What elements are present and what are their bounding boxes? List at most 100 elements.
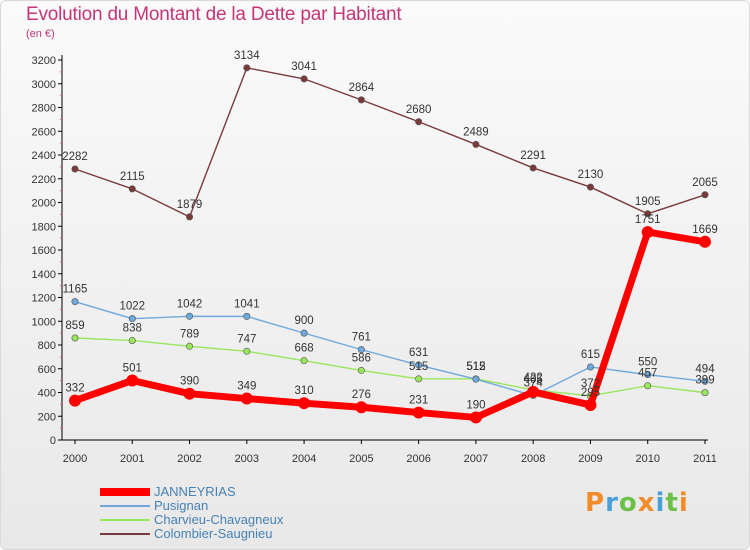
data-point: [128, 315, 136, 323]
y-tick-label: 400: [38, 388, 56, 400]
data-point: [69, 394, 81, 407]
data-point: [300, 75, 308, 83]
data-point: [644, 210, 652, 218]
legend-swatch: [100, 488, 150, 496]
data-label: 501: [123, 363, 142, 375]
x-tick-label: 2010: [635, 453, 659, 465]
data-point: [243, 312, 251, 320]
data-point: [415, 375, 423, 383]
data-point: [701, 389, 709, 397]
data-label: 761: [352, 332, 371, 344]
data-point: [186, 213, 194, 221]
data-point: [527, 385, 540, 398]
data-label: 295: [581, 387, 600, 399]
data-label: 2115: [120, 171, 145, 183]
data-point: [415, 361, 423, 369]
data-label: 747: [237, 333, 256, 345]
data-label: 3134: [234, 50, 260, 62]
data-label: 1751: [635, 214, 661, 226]
data-label: 3041: [291, 61, 317, 73]
data-point: [701, 191, 709, 199]
data-label: 332: [65, 383, 84, 395]
data-point: [469, 411, 482, 424]
data-point: [357, 346, 365, 354]
data-point: [644, 382, 652, 390]
data-label: 1022: [119, 301, 145, 313]
data-point: [243, 64, 251, 72]
y-tick-label: 1200: [32, 293, 56, 305]
x-tick-label: 2003: [235, 453, 259, 465]
y-tick-label: 200: [38, 411, 56, 423]
y-tick-label: 1400: [32, 269, 56, 281]
data-label: 838: [123, 322, 142, 334]
x-tick-label: 2009: [578, 453, 602, 465]
data-point: [644, 371, 652, 379]
data-point: [701, 377, 709, 385]
data-label: 231: [409, 395, 428, 407]
proxiti-logo: Proxiti: [585, 488, 689, 518]
data-point: [415, 118, 423, 126]
y-tick-label: 2000: [32, 198, 56, 210]
data-point: [186, 342, 194, 350]
data-point: [355, 401, 368, 414]
x-tick-label: 2008: [521, 453, 545, 465]
chart-title: Evolution du Montant de la Dette par Hab…: [26, 4, 402, 25]
data-label: 2065: [692, 177, 718, 189]
data-label: 1905: [635, 196, 661, 208]
data-point: [186, 312, 194, 320]
series-layer: [69, 64, 711, 424]
data-point: [240, 392, 253, 405]
x-tick-label: 2001: [120, 453, 144, 465]
data-point: [128, 185, 136, 193]
y-tick-label: 1000: [32, 316, 56, 328]
data-point: [472, 375, 480, 383]
data-point: [412, 406, 425, 419]
data-point: [128, 336, 136, 344]
data-label: 615: [581, 349, 600, 361]
data-label: 2680: [406, 104, 432, 116]
logo-letter: r: [605, 488, 619, 518]
data-label: 372: [581, 378, 600, 390]
data-point: [357, 96, 365, 104]
legend-label: JANNEYRIAS: [154, 484, 236, 499]
x-tick-label: 2004: [292, 453, 316, 465]
data-label: 422: [524, 372, 543, 384]
data-label: 190: [466, 399, 485, 411]
data-labels-layer: 2282 2115 1879 3134 3041 2864 2680 2489 2291 2130…: [62, 50, 718, 412]
data-point: [300, 357, 308, 365]
legend-swatch: [100, 505, 150, 507]
logo-letter: x: [637, 488, 656, 518]
series-line-charvieu-chavagneux: [74, 337, 706, 397]
y-tick-label: 2200: [32, 174, 56, 186]
y-tick-label: 800: [38, 340, 56, 352]
data-label: 2489: [463, 126, 489, 138]
y-tick-label: 0: [50, 435, 56, 447]
data-point: [586, 183, 594, 191]
x-tick-label: 2000: [63, 453, 87, 465]
logo-letter: i: [655, 488, 666, 518]
x-tick-label: 2011: [693, 453, 717, 465]
y-tick-label: 1600: [32, 245, 56, 257]
data-point: [586, 363, 594, 371]
data-label: 1669: [692, 224, 718, 236]
data-label: 2282: [62, 151, 88, 163]
data-label: 399: [695, 375, 714, 387]
data-point: [300, 329, 308, 337]
data-point: [699, 235, 711, 248]
legend-label: Pusignan: [154, 498, 209, 513]
logo-letter: o: [618, 488, 638, 518]
axes: 0 200 400 600 800 1000 1200 1400 1600 1800 2000 220…: [32, 55, 717, 465]
y-tick-label: 3000: [32, 79, 56, 91]
data-point: [298, 397, 311, 410]
data-point: [357, 366, 365, 374]
x-tick-label: 2002: [177, 453, 201, 465]
data-label: 789: [180, 328, 199, 340]
logo-letter: i: [678, 488, 689, 518]
series-line-colombier-saugnieu: [74, 67, 706, 218]
data-label: 515: [409, 361, 428, 373]
y-tick-label: 1800: [32, 221, 56, 233]
data-point: [126, 374, 139, 387]
y-tick-label: 2400: [32, 150, 56, 162]
